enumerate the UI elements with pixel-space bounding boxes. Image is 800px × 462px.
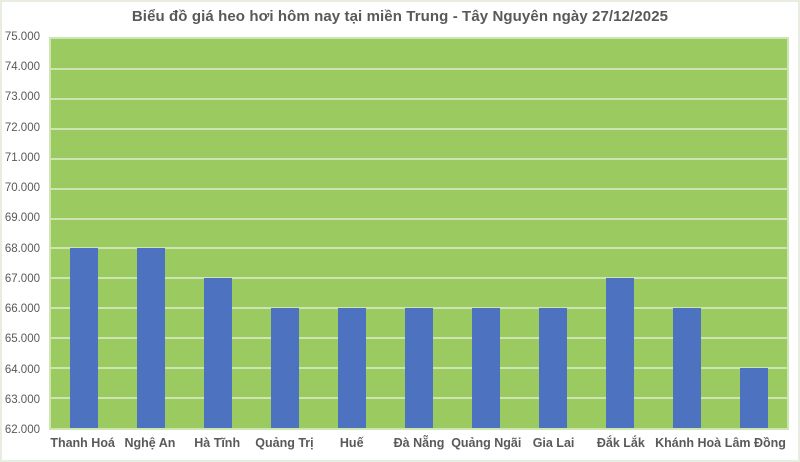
y-tick-label: 74.000 <box>4 61 40 74</box>
x-tick-label: Hà Tĩnh <box>194 436 241 450</box>
gridline <box>51 97 787 100</box>
gridline <box>51 217 787 220</box>
bar <box>405 308 433 428</box>
gridline <box>51 187 787 190</box>
x-tick-label: Lâm Đồng <box>724 436 786 450</box>
x-axis: Thanh Hoá Nghệ An Hà Tĩnh Quảng Trị Huế Đà Nẵ… <box>49 436 789 458</box>
gridline <box>51 127 787 130</box>
y-tick-label: 68.000 <box>4 242 40 255</box>
chart-title: Biểu đồ giá heo hơi hôm nay tại miền Tru… <box>131 8 669 25</box>
x-tick-label: Huế <box>339 436 364 450</box>
bar <box>739 368 768 428</box>
gridline <box>51 277 787 280</box>
y-tick-label: 70.000 <box>4 182 40 195</box>
x-tick-label: Quảng Ngãi <box>451 436 522 450</box>
bar <box>605 278 634 428</box>
x-tick-label: Thanh Hoá <box>50 436 115 450</box>
y-tick-label: 72.000 <box>4 121 40 134</box>
gridline <box>51 157 787 160</box>
x-tick-label: Đà Nẵng <box>393 436 445 450</box>
bar <box>204 278 233 428</box>
y-tick-label: 71.000 <box>4 151 40 164</box>
y-tick-label: 66.000 <box>4 303 40 316</box>
y-tick-label: 67.000 <box>4 272 40 285</box>
x-tick-label: Nghệ An <box>124 436 176 450</box>
y-tick-label: 65.000 <box>4 333 40 346</box>
gridline <box>51 247 787 250</box>
bar <box>70 248 99 428</box>
x-tick-label: Khánh Hoà <box>655 436 722 450</box>
bar <box>471 308 500 428</box>
bar <box>338 308 367 428</box>
bar <box>672 308 701 428</box>
gridline <box>51 307 787 310</box>
y-tick-label: 73.000 <box>4 91 40 104</box>
bar <box>271 308 300 428</box>
y-tick-label: 64.000 <box>4 363 40 376</box>
plot-area <box>49 37 789 430</box>
bar <box>137 248 166 428</box>
bar <box>538 308 567 428</box>
x-tick-label: Đắk Lắk <box>596 436 645 450</box>
y-tick-label: 62.000 <box>4 424 40 436</box>
y-tick-label: 75.000 <box>4 31 40 43</box>
x-tick-label: Quảng Trị <box>255 436 314 450</box>
x-tick-label: Gia Lai <box>532 436 575 450</box>
y-axis: 75.000 74.000 73.000 72.000 71.000 70.000 69.0… <box>2 31 42 436</box>
gridline <box>51 67 787 70</box>
y-tick-label: 63.000 <box>4 393 40 406</box>
y-tick-label: 69.000 <box>4 212 40 225</box>
